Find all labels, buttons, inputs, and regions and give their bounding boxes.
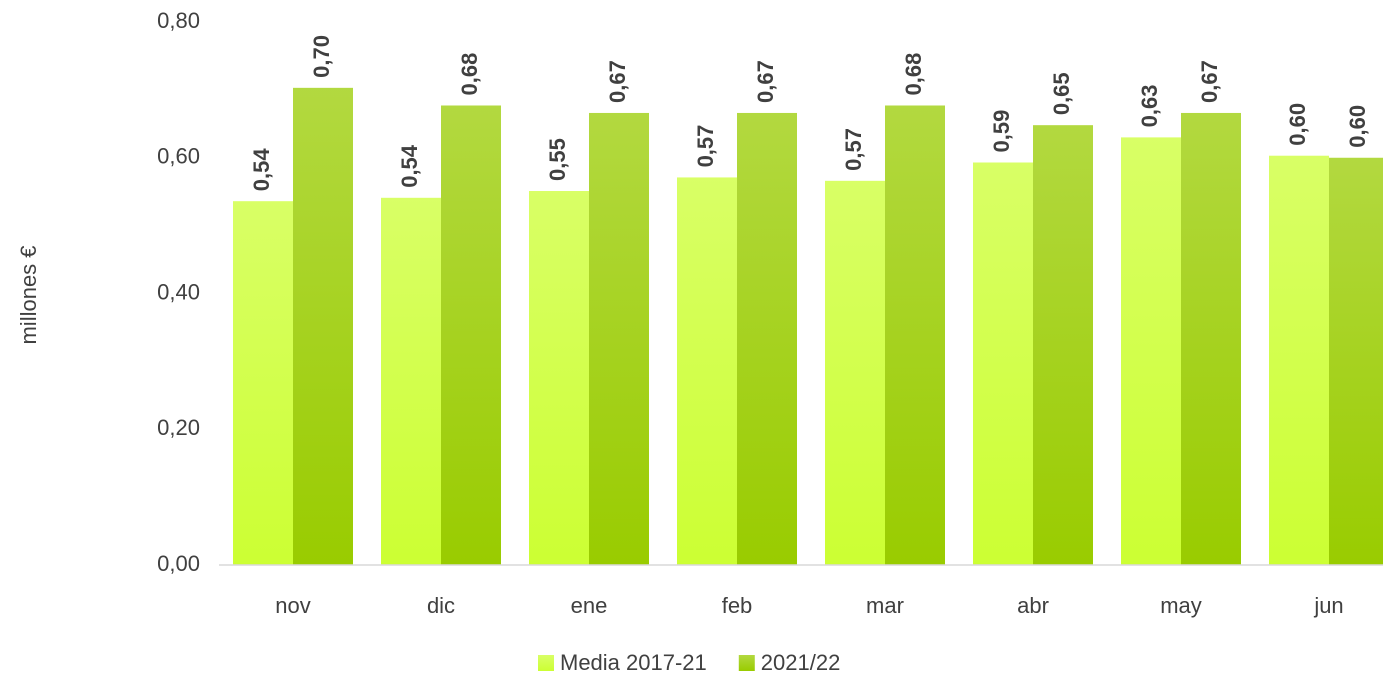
x-tick-label: feb xyxy=(722,593,753,618)
value-label: 0,68 xyxy=(457,53,482,96)
bar xyxy=(973,162,1033,565)
bar xyxy=(885,105,945,565)
value-label: 0,63 xyxy=(1137,85,1162,128)
legend-swatch xyxy=(738,655,755,671)
legend-swatch xyxy=(538,655,554,671)
x-tick-label: may xyxy=(1160,593,1202,618)
bar xyxy=(1181,112,1241,565)
y-axis-label: millones € xyxy=(16,245,41,344)
x-tick-label: dic xyxy=(427,593,455,618)
bar xyxy=(1329,157,1383,565)
value-label: 0,67 xyxy=(605,60,630,103)
y-tick-label: 0,80 xyxy=(157,8,200,33)
bar xyxy=(529,191,589,566)
y-tick-label: 0,60 xyxy=(157,144,200,169)
bar xyxy=(1033,125,1093,566)
value-label: 0,60 xyxy=(1345,105,1370,148)
bar xyxy=(737,112,797,565)
value-label: 0,65 xyxy=(1049,72,1074,115)
value-label: 0,57 xyxy=(693,125,718,168)
bar xyxy=(1121,137,1181,565)
bar xyxy=(441,105,501,565)
x-tick-label: mar xyxy=(866,593,904,618)
y-tick-label: 0,20 xyxy=(157,415,200,440)
value-label: 0,59 xyxy=(989,110,1014,153)
x-tick-label: jun xyxy=(1313,593,1343,618)
bar xyxy=(589,112,649,565)
y-tick-label: 0,00 xyxy=(157,551,200,576)
value-label: 0,60 xyxy=(1285,103,1310,146)
value-label: 0,57 xyxy=(841,128,866,171)
bar xyxy=(1269,155,1329,565)
value-label: 0,67 xyxy=(753,60,778,103)
bar xyxy=(233,201,293,565)
value-label: 0,68 xyxy=(901,53,926,96)
x-tick-label: ene xyxy=(571,593,608,618)
x-tick-label: abr xyxy=(1017,593,1049,618)
value-label: 0,70 xyxy=(309,35,334,78)
value-label: 0,54 xyxy=(397,144,422,188)
value-label: 0,54 xyxy=(249,148,274,192)
y-tick-label: 0,40 xyxy=(157,279,200,304)
value-label: 0,55 xyxy=(545,138,570,181)
value-label: 0,67 xyxy=(1197,60,1222,103)
bar xyxy=(677,177,737,565)
x-tick-label: nov xyxy=(275,593,310,618)
bar xyxy=(381,197,441,565)
bar xyxy=(825,180,885,565)
legend-label: 2021/22 xyxy=(761,650,841,675)
bar xyxy=(293,87,353,566)
legend-label: Media 2017-21 xyxy=(560,650,707,675)
